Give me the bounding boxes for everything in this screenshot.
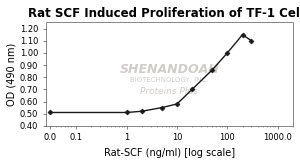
X-axis label: Rat-SCF (ng/ml) [log scale]: Rat-SCF (ng/ml) [log scale]	[104, 148, 235, 158]
Text: Proteins Plus: Proteins Plus	[140, 87, 198, 96]
Y-axis label: OD (490 nm): OD (490 nm)	[7, 43, 17, 106]
Title: Rat SCF Induced Proliferation of TF-1 Cells: Rat SCF Induced Proliferation of TF-1 Ce…	[28, 7, 300, 20]
Text: BIOTECHNOLOGY, INC.: BIOTECHNOLOGY, INC.	[130, 77, 208, 83]
Text: SHENANDOAH: SHENANDOAH	[119, 63, 219, 76]
